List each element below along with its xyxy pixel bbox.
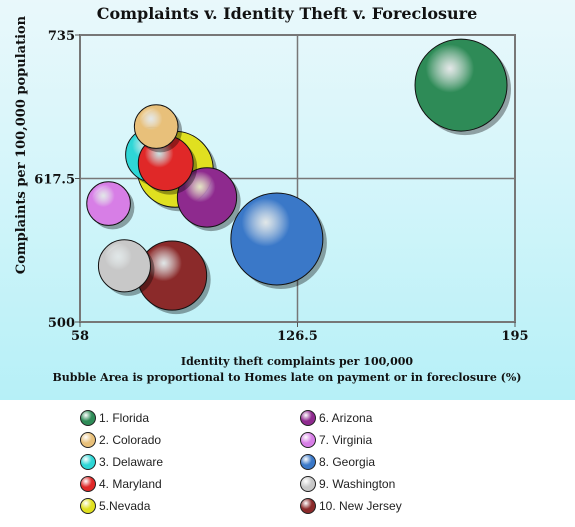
legend-swatch xyxy=(300,476,316,492)
legend-label: 4. Maryland xyxy=(99,477,162,491)
bubble-georgia xyxy=(230,192,324,286)
y-tick-label: 735 xyxy=(48,29,75,44)
chart-area: Complaints v. Identity Theft v. Foreclos… xyxy=(0,0,575,400)
bubble-chart: Complaints v. Identity Theft v. Foreclos… xyxy=(14,4,529,384)
legend-item: 10. New Jersey xyxy=(300,496,402,516)
legend-label: 2. Colorado xyxy=(99,433,162,447)
legend-item: 2. Colorado xyxy=(80,430,161,450)
bubble-virginia xyxy=(86,181,131,226)
legend-item: 9. Washington xyxy=(300,474,395,494)
chart-subtitle: Bubble Area is proportional to Homes lat… xyxy=(52,371,521,384)
legend-swatch xyxy=(300,454,316,470)
legend-item: 8. Georgia xyxy=(300,452,375,472)
bubble-arizona xyxy=(176,167,238,228)
legend-label: 6. Arizona xyxy=(319,411,373,425)
x-tick-label: 126.5 xyxy=(277,329,318,344)
legend-label: 7. Virginia xyxy=(319,433,373,447)
bubble-florida xyxy=(414,38,508,132)
legend-item: 1. Florida xyxy=(80,408,149,428)
legend-swatch xyxy=(300,410,316,426)
legend-swatch xyxy=(80,432,96,448)
legend-label: 3. Delaware xyxy=(99,455,164,469)
legend-label: 8. Georgia xyxy=(319,455,376,469)
legend-swatch xyxy=(80,410,96,426)
legend-item: 7. Virginia xyxy=(300,430,372,450)
legend-swatch xyxy=(80,498,96,514)
bubble-washington xyxy=(97,239,151,293)
legend-item: 4. Maryland xyxy=(80,474,162,494)
x-tick-label: 58 xyxy=(71,329,89,344)
x-tick-label: 195 xyxy=(501,329,528,344)
chart-title: Complaints v. Identity Theft v. Foreclos… xyxy=(97,4,478,23)
legend-label: 1. Florida xyxy=(99,411,150,425)
legend-swatch xyxy=(300,498,316,514)
y-tick-label: 500 xyxy=(48,316,75,331)
legend-label: 9. Washington xyxy=(319,477,396,491)
legend-swatch xyxy=(300,432,316,448)
legend-swatch xyxy=(80,454,96,470)
legend-item: 5.Nevada xyxy=(80,496,150,516)
legend-swatch xyxy=(80,476,96,492)
y-axis-label: Complaints per 100,000 population xyxy=(14,15,29,274)
y-tick-label: 617.5 xyxy=(34,173,75,188)
x-axis-label: Identity theft complaints per 100,000 xyxy=(181,355,413,368)
legend: 1. Florida 2. Colorado 3. Delaware 4. Maryl… xyxy=(0,400,575,527)
legend-label: 5.Nevada xyxy=(99,499,151,513)
legend-item: 3. Delaware xyxy=(80,452,163,472)
bubble-colorado xyxy=(133,104,179,149)
legend-label: 10. New Jersey xyxy=(319,499,402,513)
legend-item: 6. Arizona xyxy=(300,408,372,428)
